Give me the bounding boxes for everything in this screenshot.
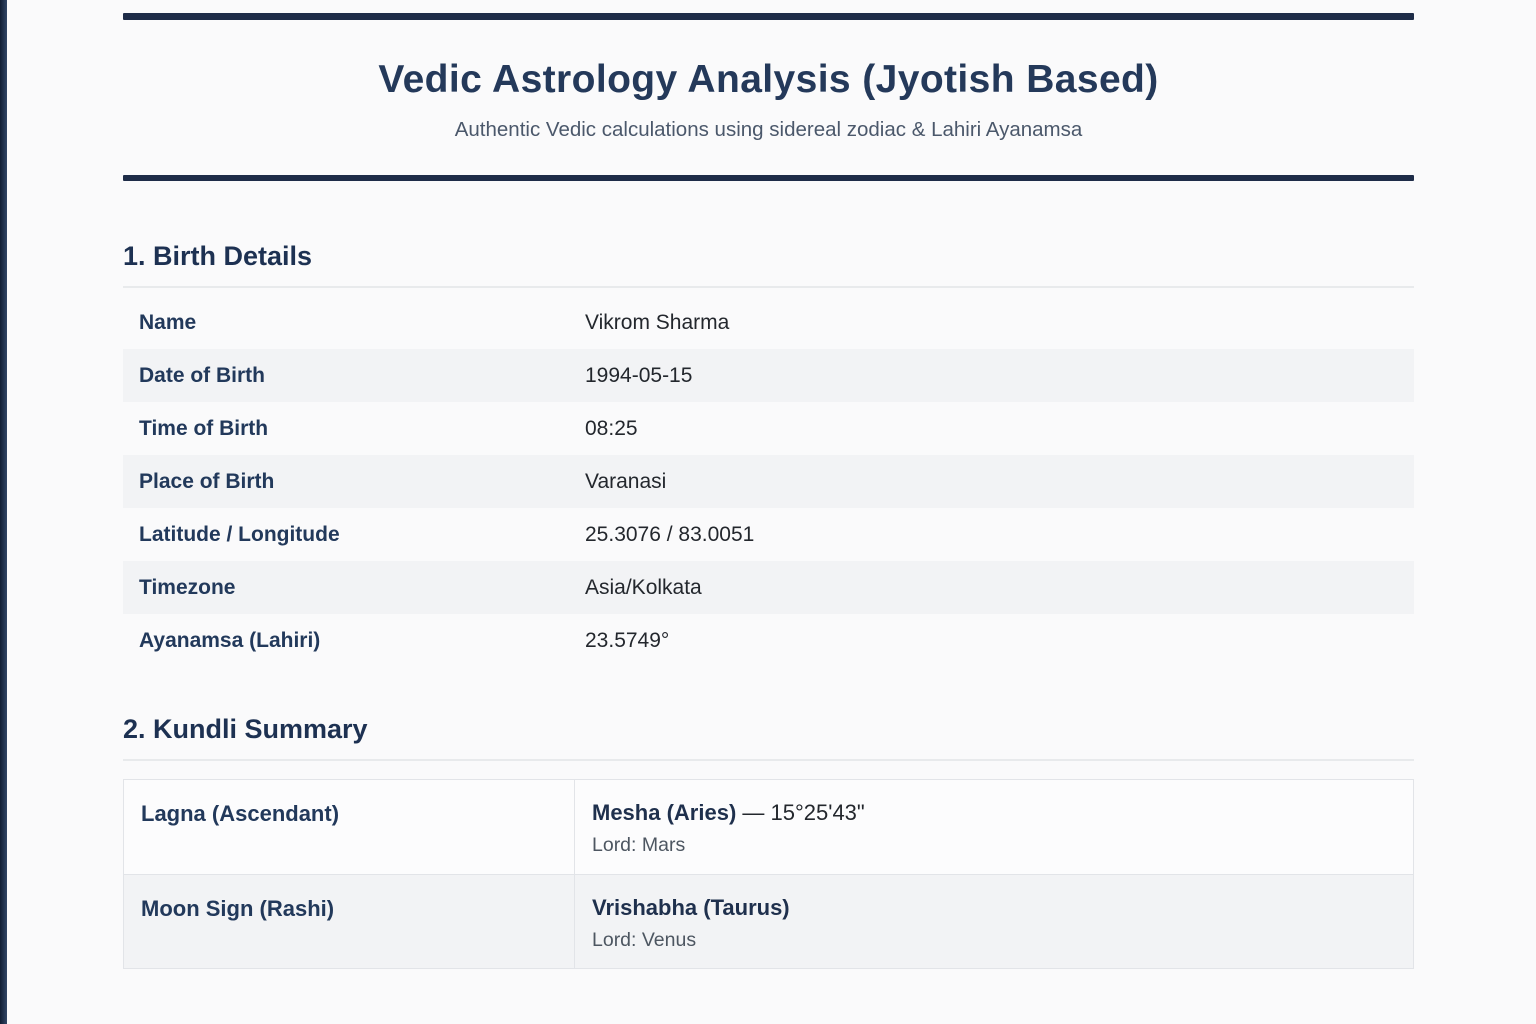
table-row: Latitude / Longitude 25.3076 / 83.0051 (123, 508, 1414, 561)
summary-value-main: Vrishabha (Taurus) (592, 895, 790, 920)
summary-row-label: Moon Sign (Rashi) (124, 875, 575, 968)
row-label: Place of Birth (139, 469, 275, 493)
header-rule-top (123, 13, 1414, 20)
section-heading-kundli-summary: 2. Kundli Summary (123, 714, 368, 744)
summary-row-value: Vrishabha (Taurus) Lord: Venus (575, 875, 1413, 968)
row-label: Name (139, 310, 197, 334)
row-value: Asia/Kolkata (585, 575, 702, 599)
row-label: Date of Birth (139, 363, 265, 387)
row-value: 23.5749° (585, 628, 670, 652)
row-value: Varanasi (585, 469, 667, 493)
summary-value-line: Mesha (Aries) — 15°25'43" (592, 799, 1413, 826)
page-title: Vedic Astrology Analysis (Jyotish Based) (378, 58, 1159, 101)
table-row: Name Vikrom Sharma (123, 296, 1414, 349)
birth-details-table: Name Vikrom Sharma Date of Birth 1994-05… (123, 296, 1414, 667)
kundli-summary-table: Lagna (Ascendant) Mesha (Aries) — 15°25'… (123, 779, 1414, 969)
row-label: Latitude / Longitude (139, 522, 340, 546)
summary-value-sub: Lord: Mars (592, 834, 686, 856)
summary-row: Lagna (Ascendant) Mesha (Aries) — 15°25'… (124, 780, 1413, 874)
report-page: Vedic Astrology Analysis (Jyotish Based)… (123, 0, 1414, 969)
table-row: Time of Birth 08:25 (123, 402, 1414, 455)
summary-row-label: Lagna (Ascendant) (124, 780, 575, 874)
table-row: Timezone Asia/Kolkata (123, 561, 1414, 614)
summary-value-line: Vrishabha (Taurus) (592, 894, 1413, 921)
summary-row-value: Mesha (Aries) — 15°25'43" Lord: Mars (575, 780, 1413, 874)
summary-value-extra: — 15°25'43" (736, 800, 865, 825)
section-heading-birth-details: 1. Birth Details (123, 241, 313, 271)
table-row: Place of Birth Varanasi (123, 455, 1414, 508)
row-label: Time of Birth (139, 416, 269, 440)
row-value: Vikrom Sharma (585, 310, 730, 334)
summary-row: Moon Sign (Rashi) Vrishabha (Taurus) Lor… (124, 874, 1413, 968)
table-row: Date of Birth 1994-05-15 (123, 349, 1414, 402)
row-value: 1994-05-15 (585, 363, 693, 387)
page-subtitle: Authentic Vedic calculations using sider… (454, 118, 1083, 141)
summary-value-sub: Lord: Venus (592, 929, 697, 951)
header-rule-bottom (123, 175, 1414, 181)
row-value: 25.3076 / 83.0051 (585, 522, 755, 546)
screen-left-accent-bar (0, 0, 7, 1024)
row-label: Timezone (139, 575, 236, 599)
summary-value-main: Mesha (Aries) (592, 800, 737, 825)
table-row: Ayanamsa (Lahiri) 23.5749° (123, 614, 1414, 667)
section-divider (123, 759, 1414, 761)
section-divider (123, 286, 1414, 288)
row-value: 08:25 (585, 416, 638, 440)
row-label: Ayanamsa (Lahiri) (139, 628, 321, 652)
